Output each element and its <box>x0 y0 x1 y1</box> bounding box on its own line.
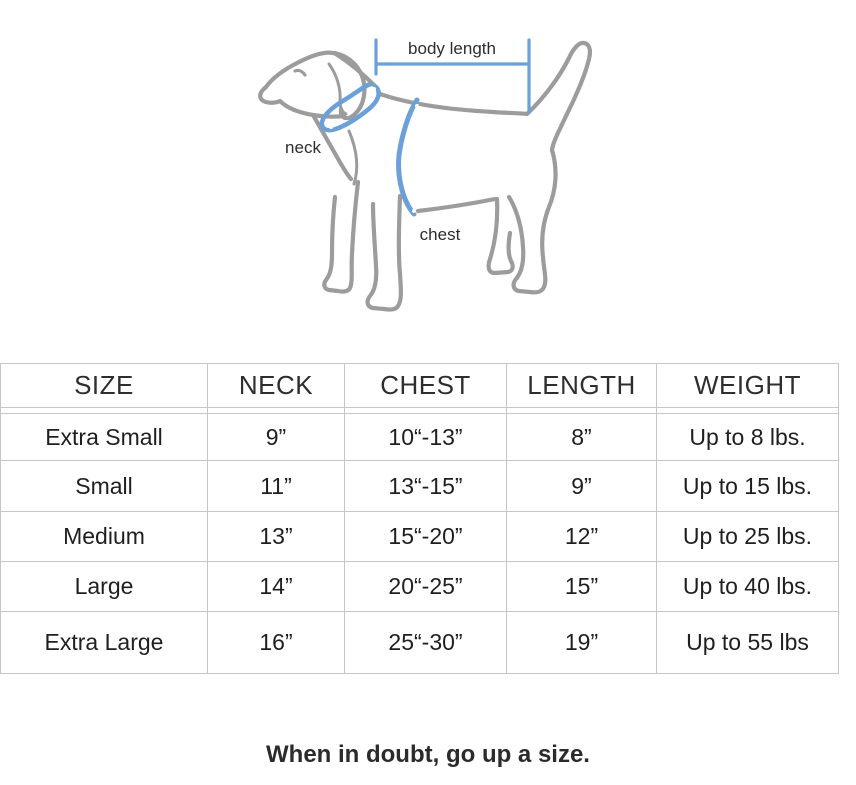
header-length: LENGTH <box>506 363 657 408</box>
cell-length: 19” <box>506 611 657 674</box>
cell-neck: 13” <box>207 511 345 562</box>
header-size: SIZE <box>0 363 208 408</box>
header-neck: NECK <box>207 363 345 408</box>
cell-length: 12” <box>506 511 657 562</box>
header-chest: CHEST <box>344 363 507 408</box>
cell-weight: Up to 8 lbs. <box>656 413 839 461</box>
dog-eye <box>293 68 307 77</box>
cell-size: Medium <box>0 511 208 562</box>
cell-neck: 11” <box>207 460 345 512</box>
table-header-row: SIZE NECK CHEST LENGTH WEIGHT <box>0 363 839 408</box>
cell-size: Extra Large <box>0 611 208 674</box>
cell-length: 15” <box>506 561 657 612</box>
chest-strap-annotation <box>396 97 420 217</box>
body-length-label: body length <box>408 39 496 58</box>
dog-outline <box>258 40 593 312</box>
header-weight: WEIGHT <box>656 363 839 408</box>
table-row: Medium 13” 15“-20” 12” Up to 25 lbs. <box>0 511 839 562</box>
cell-chest: 10“-13” <box>344 413 507 461</box>
cell-weight: Up to 40 lbs. <box>656 561 839 612</box>
size-chart-table-wrap: SIZE NECK CHEST LENGTH WEIGHT Extra Smal… <box>0 363 839 674</box>
size-chart-table: SIZE NECK CHEST LENGTH WEIGHT Extra Smal… <box>0 363 839 674</box>
cell-neck: 9” <box>207 413 345 461</box>
body-length-bracket <box>374 38 531 114</box>
cell-neck: 14” <box>207 561 345 612</box>
cell-size: Small <box>0 460 208 512</box>
cell-length: 8” <box>506 413 657 461</box>
table-row: Large 14” 20“-25” 15” Up to 40 lbs. <box>0 561 839 612</box>
table-row: Extra Small 9” 10“-13” 8” Up to 8 lbs. <box>0 413 839 461</box>
cell-chest: 20“-25” <box>344 561 507 612</box>
cell-weight: Up to 25 lbs. <box>656 511 839 562</box>
cell-size: Extra Small <box>0 413 208 461</box>
cell-chest: 13“-15” <box>344 460 507 512</box>
dog-measurement-diagram: body length neck chest <box>0 0 856 345</box>
neck-label: neck <box>285 138 321 157</box>
neck-collar-annotation <box>319 81 381 133</box>
sizing-advice-note: When in doubt, go up a size. <box>266 741 590 768</box>
cell-chest: 15“-20” <box>344 511 507 562</box>
cell-size: Large <box>0 561 208 612</box>
cell-weight: Up to 55 lbs <box>656 611 839 674</box>
table-row: Small 11” 13“-15” 9” Up to 15 lbs. <box>0 460 839 512</box>
table-row: Extra Large 16” 25“-30” 19” Up to 55 lbs <box>0 611 839 674</box>
cell-length: 9” <box>506 460 657 512</box>
cell-neck: 16” <box>207 611 345 674</box>
chest-label: chest <box>420 225 461 244</box>
dog-diagram-svg: body length neck chest <box>258 38 593 312</box>
cell-chest: 25“-30” <box>344 611 507 674</box>
cell-weight: Up to 15 lbs. <box>656 460 839 512</box>
